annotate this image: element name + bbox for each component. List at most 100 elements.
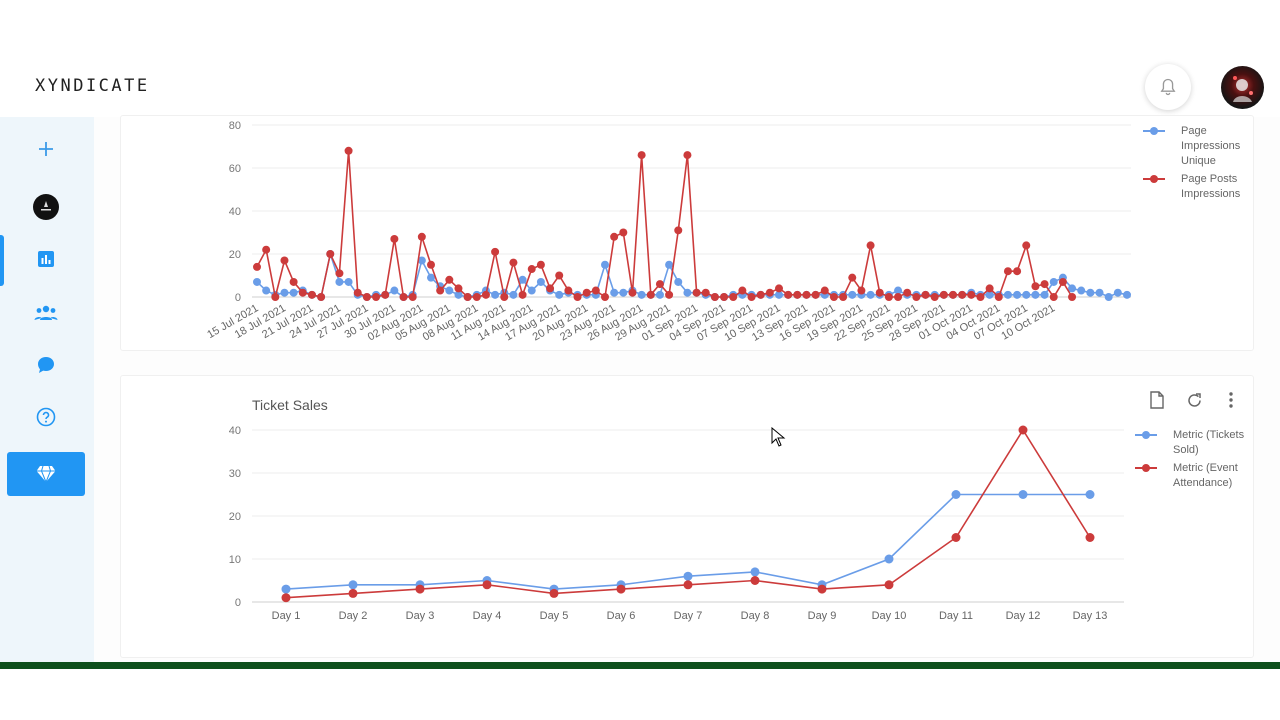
data-point (951, 490, 961, 499)
x-tick-label: Day 11 (939, 610, 973, 622)
data-point (674, 226, 683, 235)
data-point (1003, 267, 1012, 276)
people-icon (34, 305, 58, 320)
sidebar-item-add[interactable] (23, 129, 69, 169)
data-point (683, 580, 693, 590)
data-point (353, 288, 362, 297)
data-point (472, 293, 481, 301)
y-tick-label: 20 (229, 511, 241, 523)
more-vert-icon (1229, 392, 1233, 408)
ticket-sales-legend: Metric (Tickets Sold) Metric (Event Atte… (1135, 428, 1250, 494)
help-icon (36, 407, 56, 427)
data-point (637, 290, 646, 299)
y-tick-label: 30 (229, 468, 241, 480)
data-point (1013, 267, 1022, 276)
sidebar-item-messages[interactable] (23, 345, 69, 385)
data-point (729, 293, 738, 301)
data-point (802, 290, 811, 299)
data-point (921, 290, 930, 299)
x-tick-label: Day 8 (741, 610, 770, 622)
impressions-legend: Page Impressions Unique Page Posts Impre… (1143, 124, 1248, 205)
data-point (1123, 290, 1131, 299)
active-indicator (0, 235, 4, 286)
data-point (390, 234, 399, 243)
notifications-button[interactable] (1145, 64, 1191, 110)
data-point (616, 584, 626, 594)
legend-item-tickets-sold[interactable]: Metric (Tickets Sold) (1135, 428, 1250, 458)
y-tick-label: 80 (229, 120, 241, 132)
data-point (601, 260, 609, 269)
data-point (564, 286, 573, 295)
mouse-cursor-icon (771, 427, 786, 447)
x-tick-label: Day 9 (808, 610, 837, 622)
legend-item-event-attendance[interactable]: Metric (Event Attendance) (1135, 461, 1250, 491)
sidebar-item-account[interactable] (23, 187, 69, 227)
data-point (427, 260, 435, 269)
data-point (967, 290, 976, 299)
data-point (1031, 290, 1040, 299)
data-point (253, 262, 261, 271)
data-point (417, 232, 426, 241)
data-point (1085, 533, 1095, 542)
data-point (555, 271, 564, 280)
x-tick-label: Day 10 (872, 610, 907, 622)
data-point (884, 293, 893, 301)
data-point (829, 293, 838, 301)
data-point (912, 293, 921, 301)
bottom-divider (0, 662, 1280, 669)
sidebar (0, 117, 94, 662)
sidebar-item-audience[interactable] (23, 293, 69, 333)
avatar[interactable] (1221, 66, 1264, 109)
data-point (1018, 490, 1028, 499)
x-tick-label: Day 1 (272, 610, 301, 622)
data-point (683, 288, 692, 297)
data-point (958, 290, 967, 299)
data-point (601, 293, 609, 301)
data-point (573, 293, 582, 301)
data-point (335, 269, 344, 278)
brand-logo[interactable]: XYNDICATE (35, 76, 150, 96)
sidebar-item-analytics[interactable] (23, 239, 69, 279)
legend-swatch (1135, 464, 1157, 472)
data-point (710, 293, 719, 301)
data-point (939, 290, 948, 299)
data-point (317, 293, 326, 301)
legend-swatch (1135, 431, 1157, 439)
data-point (817, 584, 827, 594)
data-point (445, 275, 454, 284)
data-point (549, 588, 559, 598)
data-point (949, 290, 957, 299)
avatar-image-icon (1233, 76, 1253, 102)
legend-label: Metric (Tickets Sold) (1173, 429, 1245, 456)
data-point (619, 228, 628, 237)
data-point (262, 286, 271, 295)
data-point (518, 290, 527, 299)
data-point (445, 286, 454, 295)
data-point (655, 280, 664, 289)
more-options-button[interactable] (1220, 389, 1242, 411)
data-point (536, 260, 545, 269)
y-tick-label: 20 (229, 249, 241, 261)
x-tick-label: Day 5 (540, 610, 569, 622)
data-point (848, 290, 857, 299)
refresh-button[interactable] (1183, 389, 1205, 411)
data-point (454, 290, 463, 299)
legend-item-posts-impressions[interactable]: Page Posts Impressions (1143, 172, 1248, 202)
data-point (281, 584, 291, 594)
sidebar-item-help[interactable] (23, 397, 69, 437)
data-point (307, 290, 316, 299)
diamond-icon (36, 465, 56, 483)
data-point (1113, 288, 1122, 297)
data-point (1068, 284, 1077, 293)
data-point (894, 293, 903, 301)
export-button[interactable] (1146, 389, 1168, 411)
data-point (1003, 290, 1012, 299)
bell-icon (1160, 78, 1176, 96)
data-point (637, 151, 646, 160)
data-point (536, 277, 545, 286)
legend-item-impressions-unique[interactable]: Page Impressions Unique (1143, 124, 1248, 169)
sidebar-item-premium[interactable] (7, 452, 85, 496)
data-point (546, 284, 555, 293)
data-point (765, 288, 774, 297)
